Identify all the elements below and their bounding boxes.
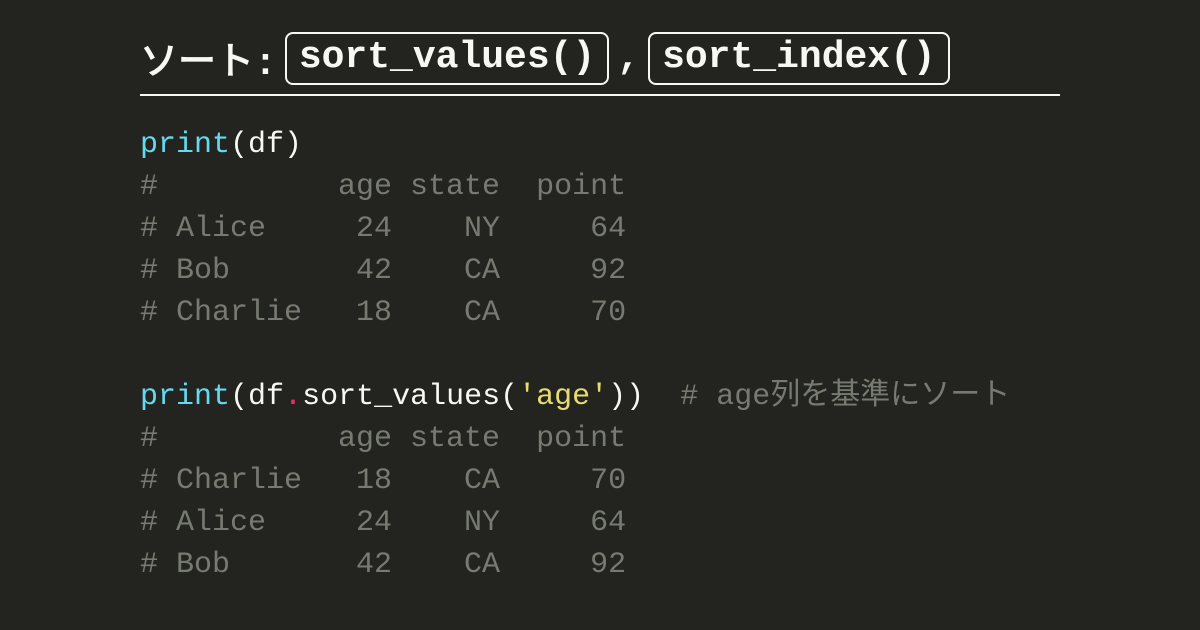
code-block: print(df) # age state point # Alice 24 N…	[140, 124, 1060, 586]
output-row: # Bob 42 CA 92	[140, 548, 626, 582]
code-line-print-sort: print(df.sort_values('age')) # age列を基準にソ…	[140, 380, 1010, 414]
token-paren-close: )	[608, 380, 626, 414]
output-header-1: # age state point	[140, 170, 626, 204]
title-row: ソート: sort_values() , sort_index()	[140, 30, 1060, 96]
token-fn-print: print	[140, 380, 230, 414]
code-line-print-df: print(df)	[140, 128, 302, 162]
title-label: ソート:	[140, 30, 277, 86]
token-method-sort-values: sort_values	[302, 380, 500, 414]
token-id-df: df	[248, 380, 284, 414]
token-inline-comment: # age列を基準にソート	[680, 380, 1010, 414]
token-trail-space	[644, 380, 680, 414]
output-header-2: # age state point	[140, 422, 626, 456]
token-dot: .	[284, 380, 302, 414]
output-row: # Bob 42 CA 92	[140, 254, 626, 288]
token-string-age: 'age'	[518, 380, 608, 414]
token-id-df: df	[248, 128, 284, 162]
token-paren-close: )	[284, 128, 302, 162]
token-paren-open: (	[500, 380, 518, 414]
token-paren-open: (	[230, 380, 248, 414]
output-row: # Alice 24 NY 64	[140, 506, 626, 540]
title-pill-sort-values: sort_values()	[285, 32, 609, 85]
title-comma: ,	[617, 37, 640, 80]
output-row: # Alice 24 NY 64	[140, 212, 626, 246]
token-paren-open: (	[230, 128, 248, 162]
title-pill-sort-index: sort_index()	[648, 32, 950, 85]
token-fn-print: print	[140, 128, 230, 162]
token-paren-close: )	[626, 380, 644, 414]
output-row: # Charlie 18 CA 70	[140, 296, 626, 330]
output-row: # Charlie 18 CA 70	[140, 464, 626, 498]
